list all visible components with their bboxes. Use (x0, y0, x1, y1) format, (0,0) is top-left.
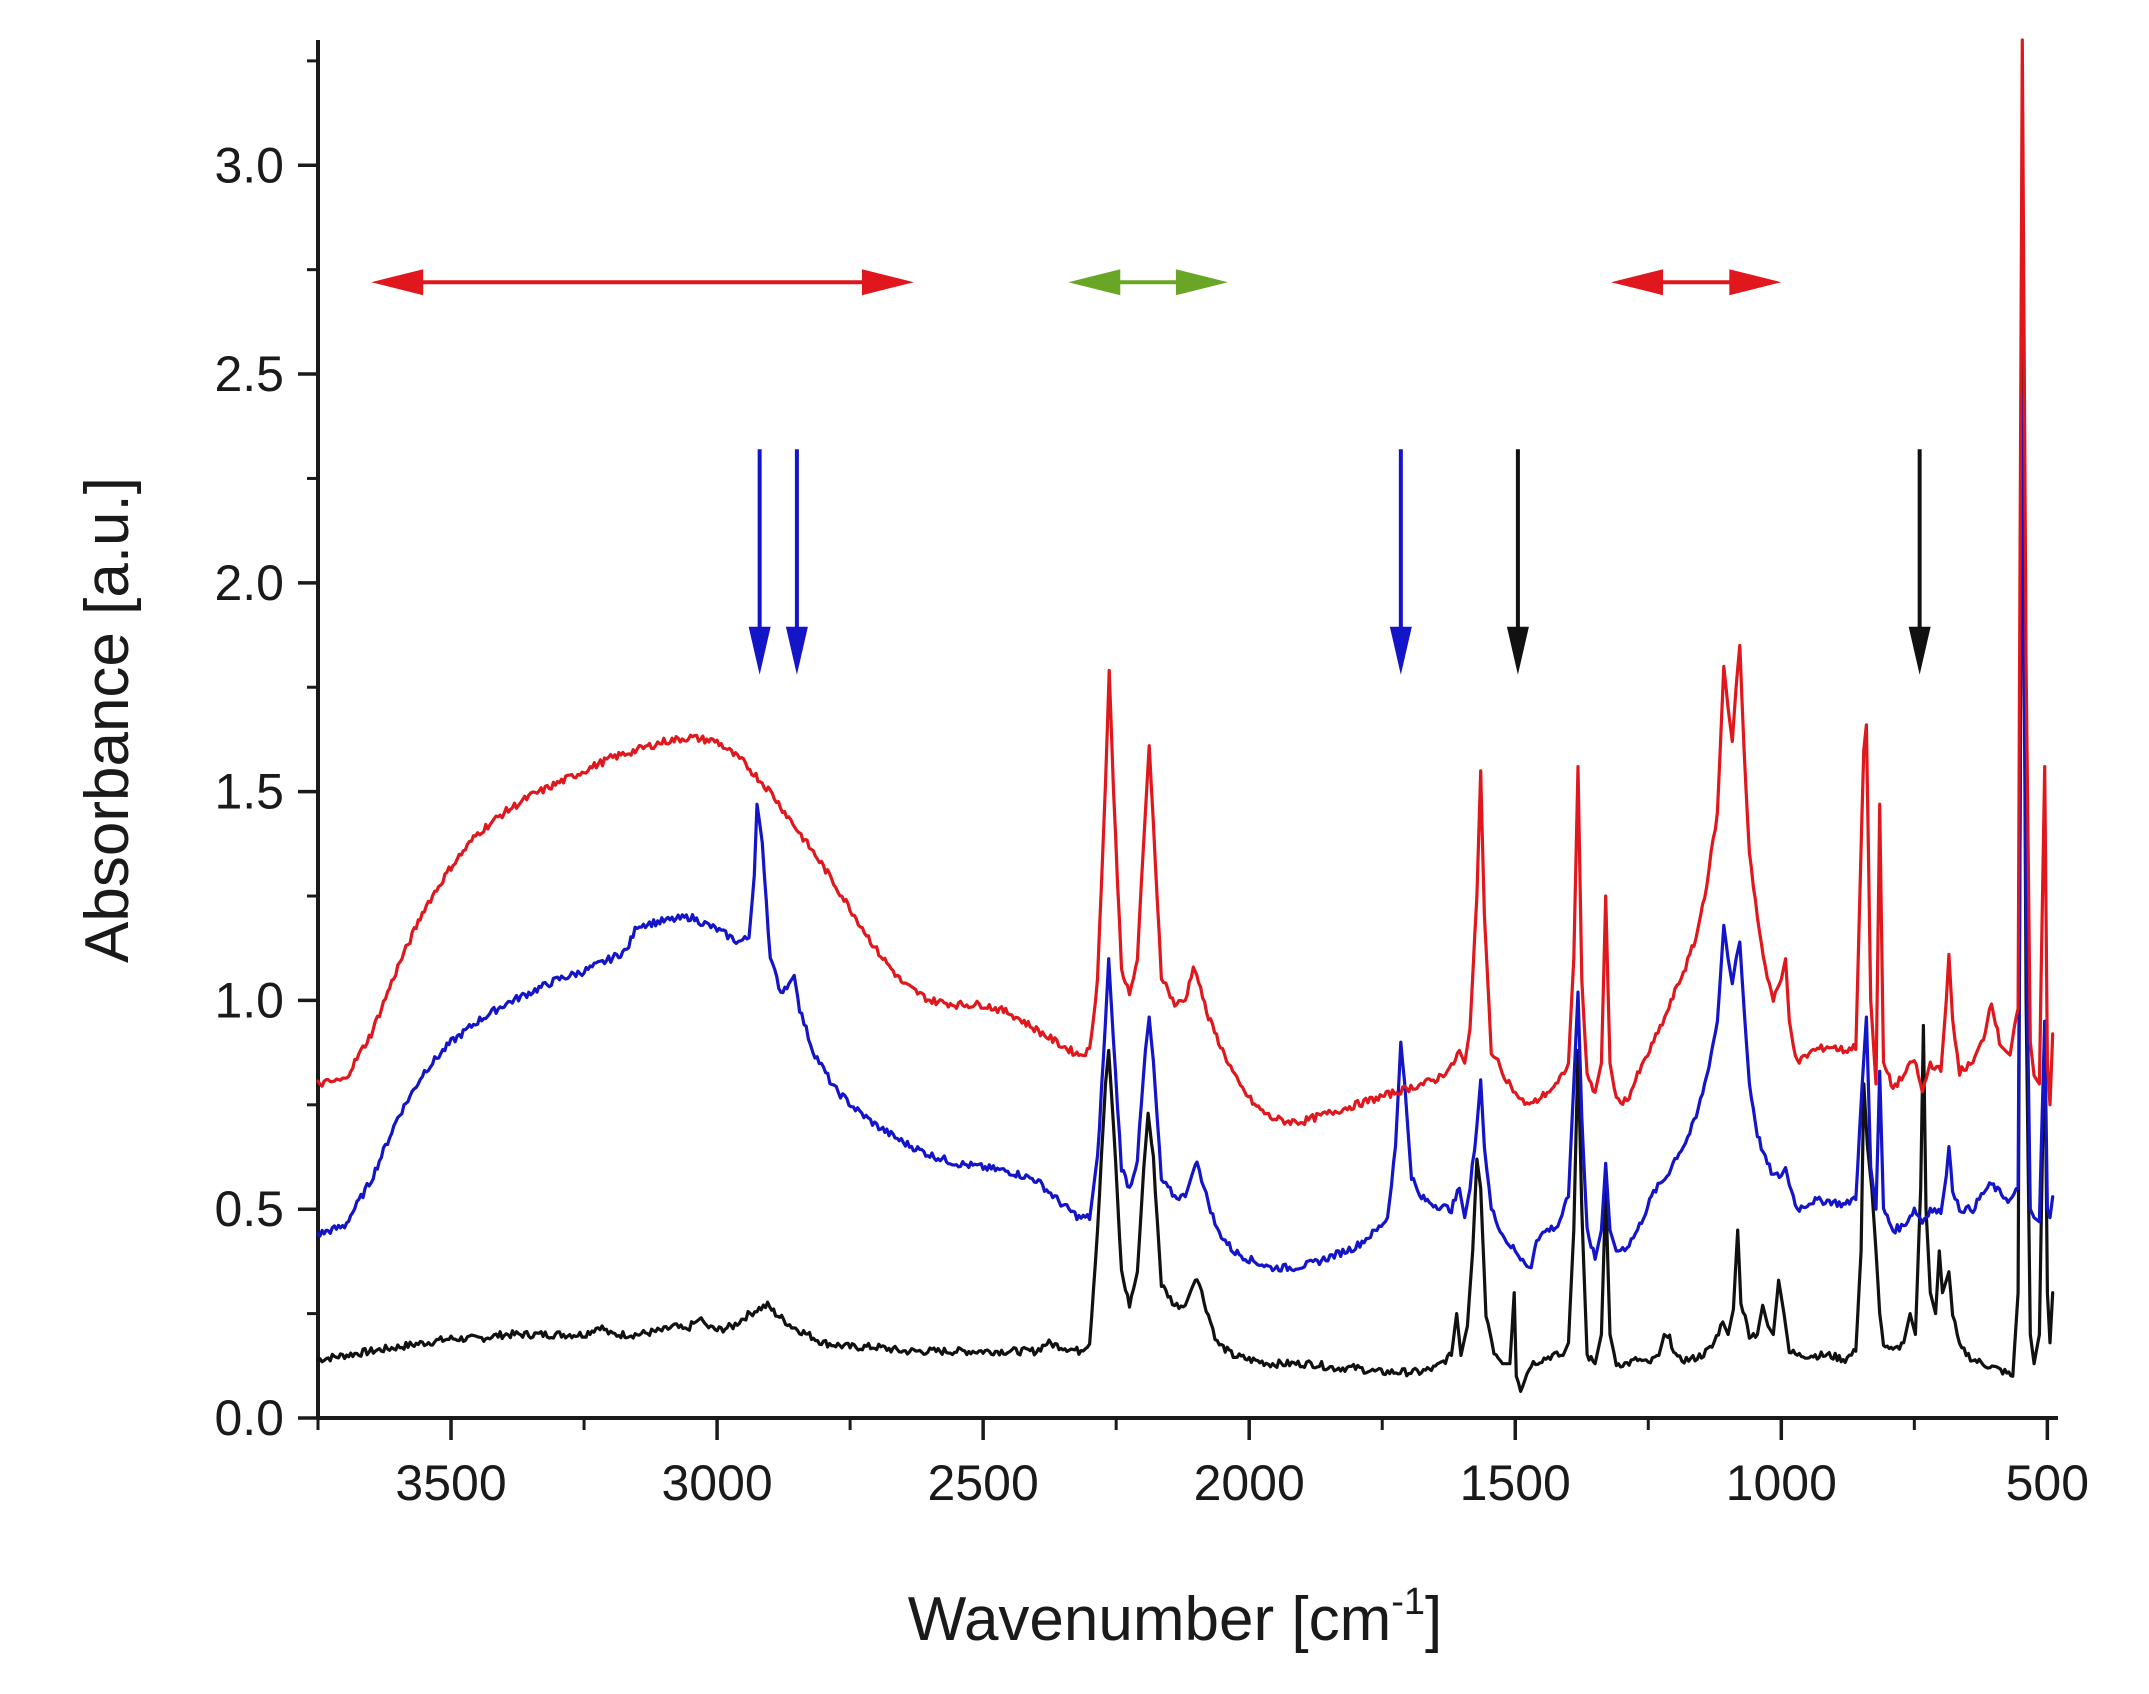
x-tick-label: 2500 (928, 1455, 1039, 1511)
range-arrow-head-left (1068, 269, 1121, 296)
peak-marker-arrow-head (1389, 626, 1412, 675)
y-tick-label: 1.0 (214, 972, 284, 1028)
series-line-black-spectrum (316, 309, 2055, 1393)
spectra (316, 38, 2055, 1393)
peak-marker-arrow-head (1506, 626, 1529, 675)
x-tick-label: 500 (2006, 1455, 2089, 1511)
x-tick-label: 1000 (1726, 1455, 1837, 1511)
series-line-blue-spectrum (316, 393, 2055, 1273)
y-tick-label: 1.5 (214, 764, 284, 820)
range-arrow-head-right (1175, 269, 1228, 296)
range-arrow-head-left (1611, 269, 1664, 296)
x-axis-title-superscript: -1 (1391, 1581, 1425, 1623)
x-tick-label: 2000 (1194, 1455, 1305, 1511)
y-tick-label: 0.5 (214, 1181, 284, 1237)
y-tick-label: 3.0 (214, 137, 284, 193)
x-axis-title-close: ] (1425, 1585, 1442, 1654)
tick-labels: 0.0 0.5 1.0 1.5 2.0 2.5 3.0 3500 3000 2500 2000 150… (214, 137, 2089, 1511)
y-tick-label: 2.5 (214, 346, 284, 402)
range-arrow-head-right (861, 269, 914, 296)
peak-marker-arrow-head (1908, 626, 1931, 675)
y-axis-title: Absorbance [a.u.] (73, 477, 142, 963)
x-tick-label: 3000 (661, 1455, 772, 1511)
x-tick-label: 1500 (1460, 1455, 1571, 1511)
x-tick-label: 3500 (395, 1455, 506, 1511)
peak-marker-arrow-head (785, 626, 808, 675)
range-arrow-head-left (371, 269, 424, 296)
annotation-arrows (371, 269, 1931, 675)
y-tick-label: 2.0 (214, 555, 284, 611)
x-axis-title: Wavenumber [cm-1] (908, 1581, 1443, 1654)
y-tick-label: 0.0 (214, 1390, 284, 1446)
series-line-red-spectrum (316, 38, 2055, 1127)
range-arrow-head-right (1729, 269, 1782, 296)
peak-marker-arrow-head (748, 626, 771, 675)
x-axis-title-main: Wavenumber [cm (908, 1585, 1392, 1654)
axes (298, 40, 2058, 1440)
